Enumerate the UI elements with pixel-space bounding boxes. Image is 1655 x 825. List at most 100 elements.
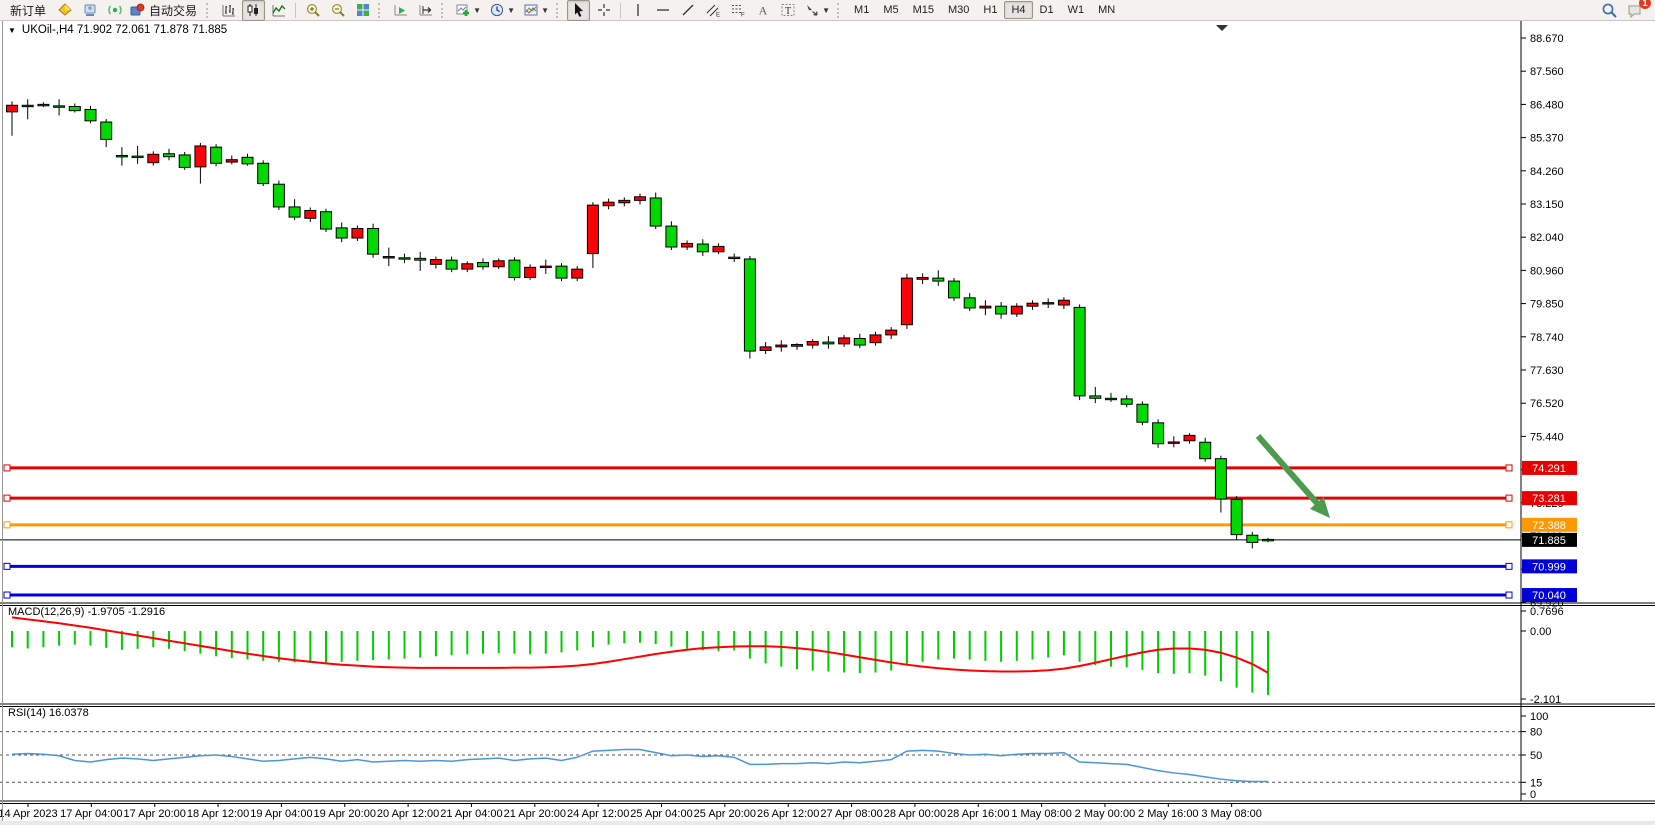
svg-text:24 Apr 12:00: 24 Apr 12:00 (567, 808, 629, 820)
svg-text:86.480: 86.480 (1530, 99, 1564, 111)
crosshair-icon[interactable] (592, 0, 615, 21)
svg-text:80: 80 (1530, 727, 1542, 739)
trend-arrow-annotation[interactable] (1255, 434, 1330, 518)
toolbar-grip (378, 2, 383, 18)
new-order-button[interactable]: 新订单 (5, 0, 51, 21)
vertical-line-icon[interactable] (626, 0, 649, 21)
svg-text:F: F (741, 13, 745, 19)
arrow-tools-button[interactable]: ▼ (801, 0, 833, 21)
time-axis[interactable]: 14 Apr 2023 17 Apr 04:00 17 Apr 20:00 18 Ap… (0, 803, 1262, 821)
tab-timeframe-w1[interactable]: W1 (1067, 4, 1085, 16)
signal-broadcast-icon[interactable] (103, 0, 126, 21)
dropdown-caret-icon: ▼ (507, 5, 515, 15)
equidistant-channel-icon[interactable]: E (701, 0, 724, 21)
svg-text:3 May 08:00: 3 May 08:00 (1201, 808, 1262, 820)
pane-separators[interactable] (0, 602, 1655, 804)
period-clock-icon (490, 3, 504, 17)
auto-trading-button[interactable]: 自动交易 (128, 0, 202, 21)
macd-indicator-label: MACD(12,26,9) -1.9705 -1.2916 (8, 606, 166, 618)
svg-text:71.885: 71.885 (1532, 535, 1566, 547)
symbol-ohlc-info: UKOil-,H4 71.902 72.061 71.878 71.885 (21, 24, 228, 36)
price-line-tags: 74.291 73.281 72.388 71.885 70.999 70.040 (1522, 460, 1577, 603)
fibonacci-icon[interactable]: F (726, 0, 749, 21)
svg-text:79.850: 79.850 (1530, 299, 1564, 311)
svg-text:T: T (784, 6, 790, 17)
tab-timeframe-m5[interactable]: M5 (883, 4, 899, 16)
bar-chart-icon[interactable] (217, 0, 240, 21)
text-icon[interactable]: A (751, 0, 774, 21)
svg-text:19 Apr 04:00: 19 Apr 04:00 (250, 808, 312, 820)
horizontal-lines[interactable] (0, 464, 1521, 599)
user-terminal-icon[interactable] (78, 0, 101, 21)
svg-text:0: 0 (1530, 789, 1536, 801)
add-indicator-icon (456, 4, 470, 16)
svg-text:E: E (716, 13, 720, 19)
dropdown-caret-icon: ▼ (822, 5, 830, 15)
svg-text:84.260: 84.260 (1530, 166, 1564, 178)
chart-template-icon (524, 4, 538, 16)
tab-timeframe-m30[interactable]: M30 (948, 4, 970, 16)
svg-text:85.370: 85.370 (1530, 133, 1564, 145)
svg-text:17 Apr 04:00: 17 Apr 04:00 (60, 808, 122, 820)
horizontal-line-icon[interactable] (651, 0, 674, 21)
svg-text:70.999: 70.999 (1532, 561, 1566, 573)
tab-timeframe-m1[interactable]: M1 (854, 4, 870, 16)
template-button[interactable]: ▼ (520, 0, 552, 21)
svg-text:0.00: 0.00 (1530, 626, 1551, 638)
toolbar-separator (620, 2, 622, 18)
svg-text:75.440: 75.440 (1530, 431, 1564, 443)
svg-text:27 Apr 08:00: 27 Apr 08:00 (820, 808, 882, 820)
autotrade-icon (130, 3, 145, 16)
chart-shift-marker[interactable] (1216, 25, 1228, 31)
main-toolbar: 新订单 自动交易 (0, 0, 1655, 21)
price-axis[interactable]: 88.670 87.560 86.480 85.370 84.260 83.150 82.0… (1520, 21, 1564, 801)
tab-timeframe-mn[interactable]: MN (1098, 4, 1116, 16)
toolbar-grip (206, 2, 211, 18)
chart-shift-icon[interactable] (414, 0, 437, 21)
chart-header[interactable]: ▼ UKOil-,H4 71.902 72.061 71.878 71.885 (8, 24, 227, 36)
macd-pane (11, 616, 1269, 695)
period-button[interactable]: ▼ (486, 0, 518, 21)
svg-text:77.630: 77.630 (1530, 365, 1564, 377)
text-label-icon[interactable]: T (776, 0, 799, 21)
svg-text:70.040: 70.040 (1532, 590, 1566, 602)
trendline-icon[interactable] (676, 0, 699, 21)
zoom-out-icon[interactable] (326, 0, 349, 21)
tab-timeframe-h1[interactable]: H1 (983, 4, 998, 16)
dropdown-caret-icon: ▼ (473, 5, 481, 15)
svg-text:74.291: 74.291 (1532, 463, 1566, 475)
tab-timeframe-h4[interactable]: H4 (1004, 1, 1033, 19)
svg-text:18 Apr 12:00: 18 Apr 12:00 (187, 808, 249, 820)
svg-text:87.560: 87.560 (1530, 66, 1564, 78)
arrow-tools-icon (807, 5, 818, 16)
zoom-in-icon[interactable] (301, 0, 324, 21)
svg-text:17 Apr 20:00: 17 Apr 20:00 (124, 808, 186, 820)
diamond-icon[interactable] (53, 0, 76, 21)
svg-text:100: 100 (1530, 711, 1548, 723)
svg-text:50: 50 (1530, 750, 1542, 762)
tile-windows-icon[interactable] (351, 0, 374, 21)
tab-timeframe-m15[interactable]: M15 (912, 4, 934, 16)
auto-scroll-icon[interactable] (389, 0, 412, 21)
chat-icon[interactable]: 1 (1623, 0, 1651, 21)
window-border-bottom (0, 821, 1655, 825)
svg-text:82.040: 82.040 (1530, 232, 1564, 244)
svg-text:80.960: 80.960 (1530, 265, 1564, 277)
toolbar-separator (295, 2, 297, 18)
svg-text:76.520: 76.520 (1530, 398, 1564, 410)
candlestick-chart-icon[interactable] (242, 0, 266, 21)
svg-text:21 Apr 20:00: 21 Apr 20:00 (504, 808, 566, 820)
svg-text:78.740: 78.740 (1530, 332, 1564, 344)
svg-text:83.150: 83.150 (1530, 199, 1564, 211)
search-icon[interactable] (1598, 0, 1621, 21)
line-chart-icon[interactable] (267, 0, 290, 21)
svg-text:20 Apr 12:00: 20 Apr 12:00 (377, 808, 439, 820)
add-indicator-button[interactable]: ▼ (452, 0, 484, 21)
svg-text:15: 15 (1530, 777, 1542, 789)
cursor-icon[interactable] (567, 0, 591, 21)
tab-timeframe-d1[interactable]: D1 (1039, 4, 1054, 16)
toolbar-grip (441, 2, 446, 18)
svg-text:-2.101: -2.101 (1530, 694, 1561, 706)
